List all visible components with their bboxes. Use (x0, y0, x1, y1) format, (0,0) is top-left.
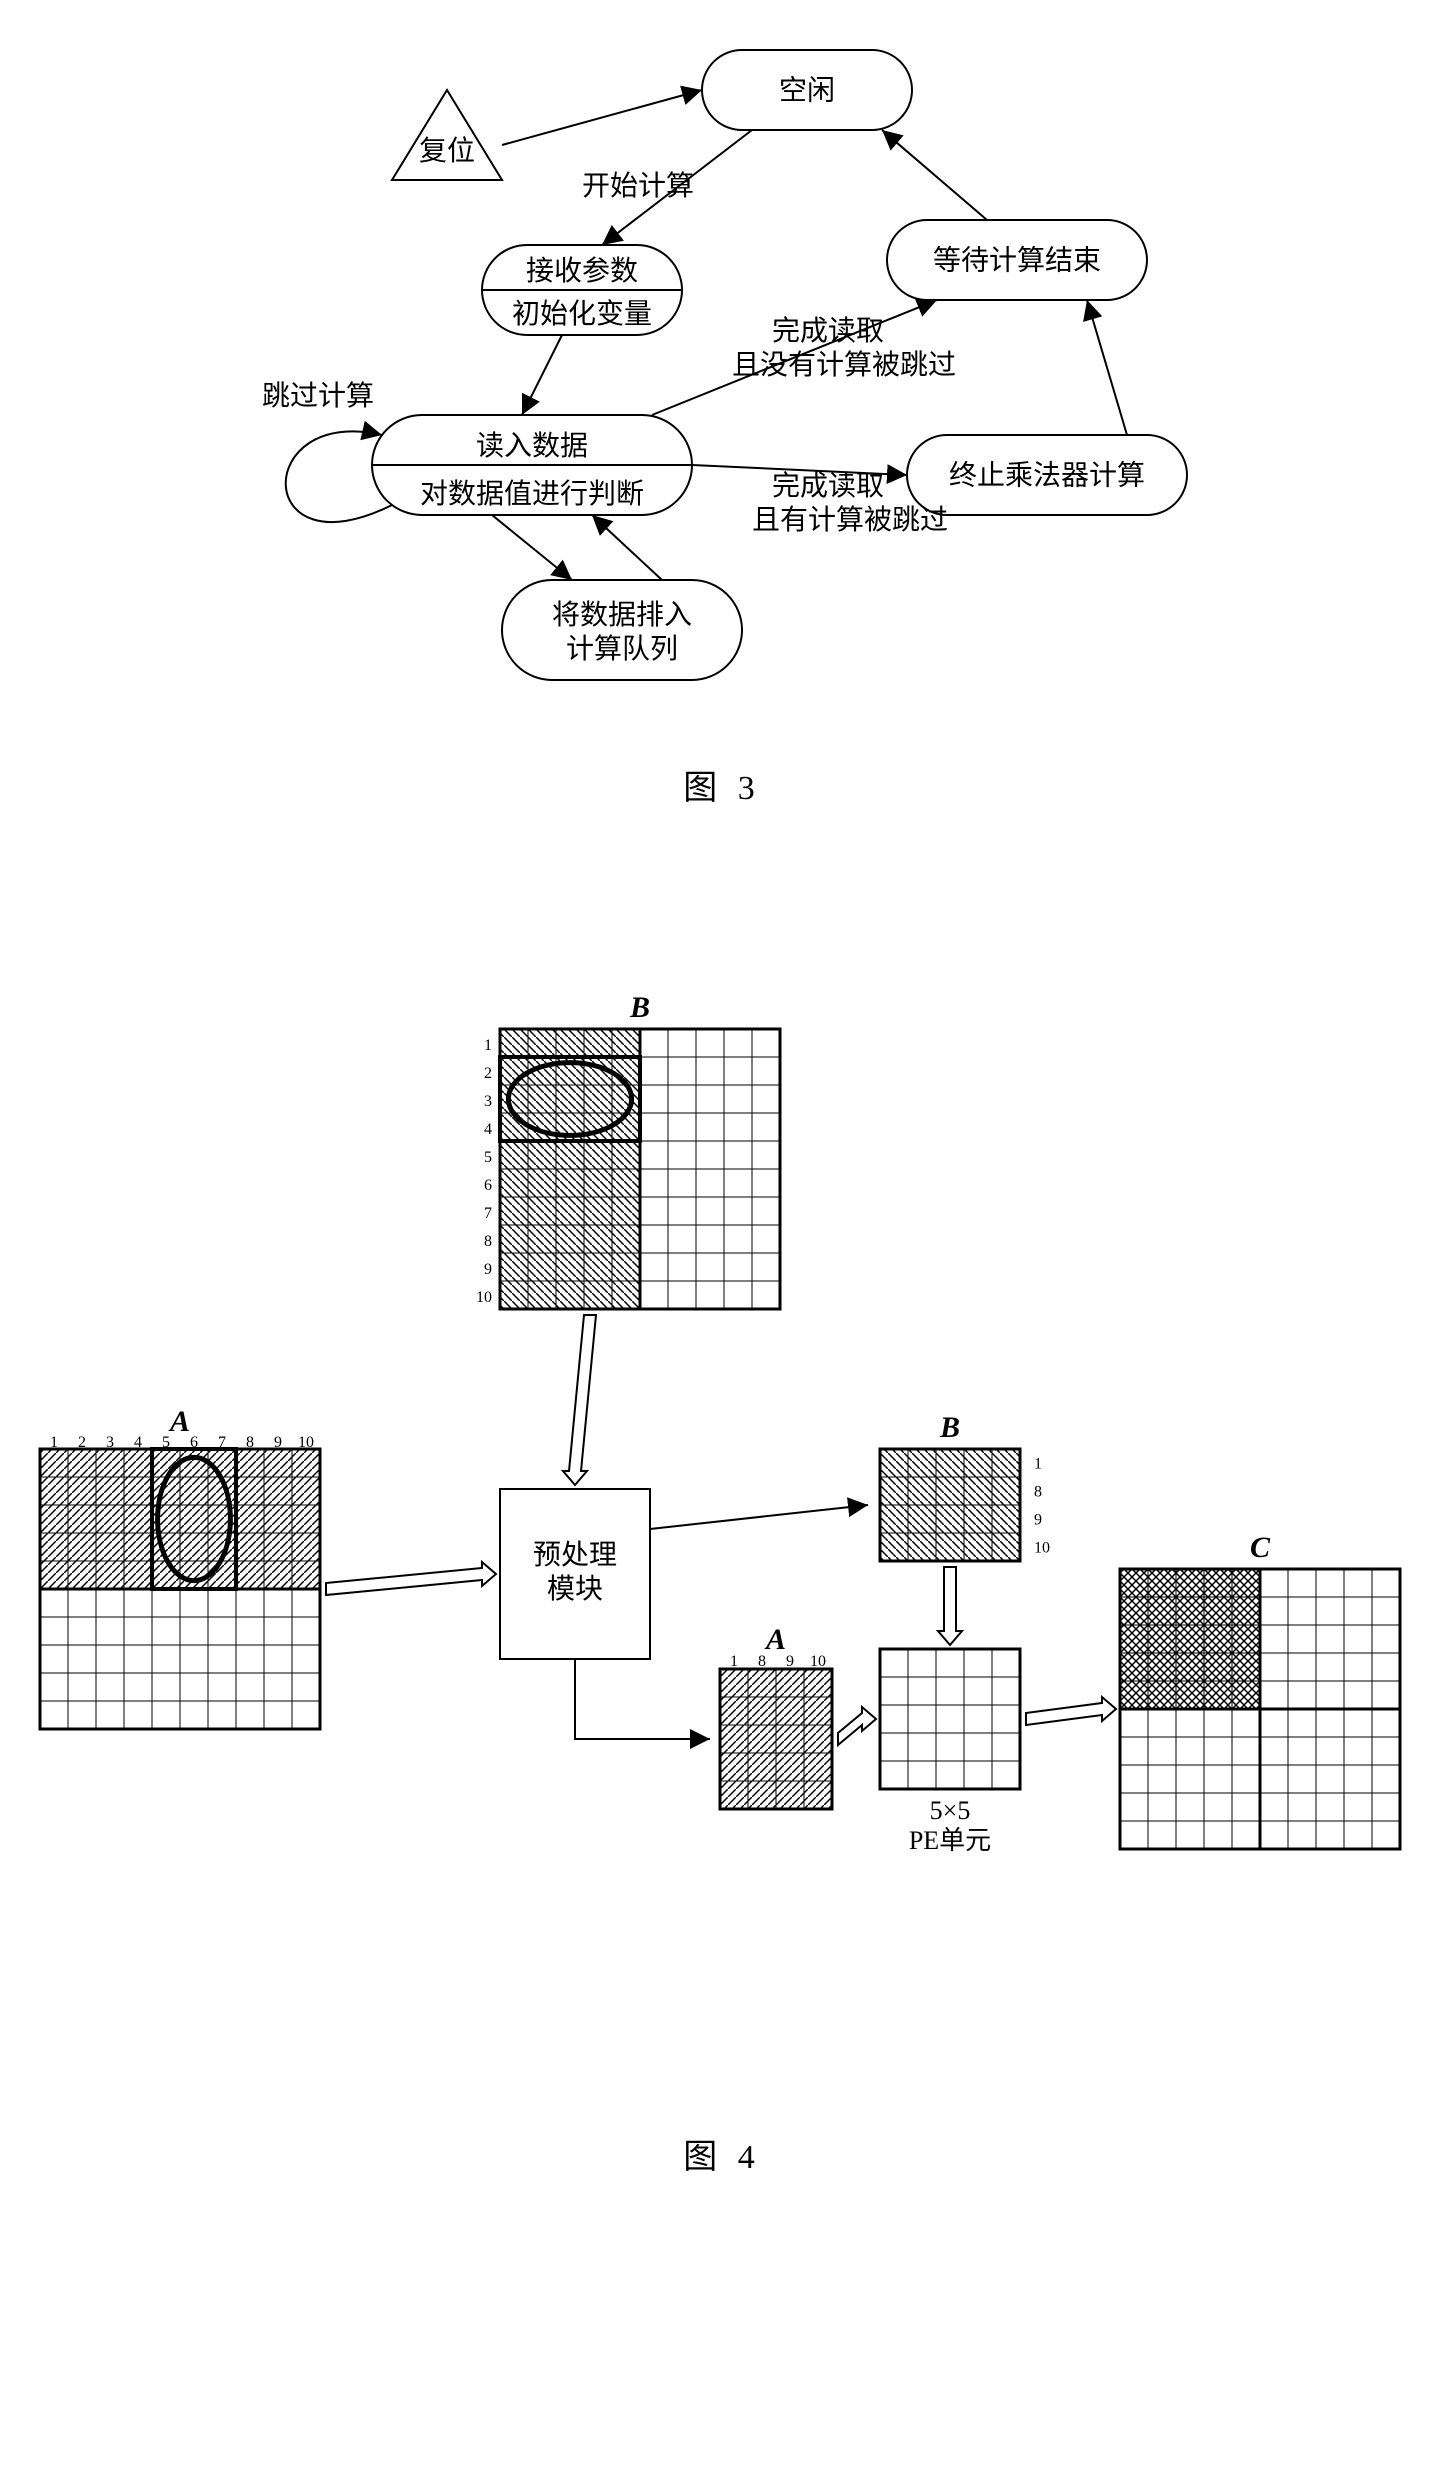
svg-text:1: 1 (1034, 1456, 1042, 1473)
svg-text:8: 8 (484, 1233, 492, 1250)
svg-text:对数据值进行判断: 对数据值进行判断 (420, 478, 644, 510)
figure-3-flowchart: 复位 空闲接收参数初始化变量 等待计算结束读入数据对数据值进行判断 终止乘法器计算将数… (172, 20, 1272, 720)
svg-text:1: 1 (730, 1653, 738, 1670)
svg-text:B: B (939, 1411, 960, 1444)
svg-text:9: 9 (484, 1261, 492, 1278)
svg-text:跳过计算: 跳过计算 (262, 380, 374, 412)
svg-text:PE单元: PE单元 (909, 1826, 991, 1855)
svg-text:完成读取: 完成读取 (772, 470, 884, 502)
svg-text:将数据排入: 将数据排入 (552, 599, 692, 631)
svg-text:完成读取: 完成读取 (772, 315, 884, 347)
svg-text:2: 2 (484, 1065, 492, 1082)
svg-text:7: 7 (484, 1205, 492, 1222)
svg-text:B: B (629, 991, 650, 1024)
svg-text:10: 10 (476, 1289, 492, 1306)
svg-text:4: 4 (484, 1121, 492, 1138)
svg-text:空闲: 空闲 (779, 74, 835, 106)
svg-text:10: 10 (1034, 1540, 1050, 1557)
svg-text:终止乘法器计算: 终止乘法器计算 (949, 459, 1145, 491)
svg-text:且没有计算被跳过: 且没有计算被跳过 (732, 349, 956, 381)
svg-text:10: 10 (810, 1653, 826, 1670)
svg-text:模块: 模块 (547, 1573, 603, 1605)
svg-text:A: A (168, 1405, 190, 1438)
figure-4-diagram: A12345678910B12345678910预处理模块A18910B1891… (0, 889, 1444, 2089)
figure-4-caption: 图 4 (683, 2129, 761, 2178)
svg-text:读入数据: 读入数据 (476, 430, 588, 462)
svg-text:预处理: 预处理 (533, 1539, 617, 1571)
svg-text:且有计算被跳过: 且有计算被跳过 (752, 504, 948, 536)
svg-text:计算队列: 计算队列 (566, 633, 678, 665)
svg-text:9: 9 (786, 1653, 794, 1670)
svg-text:9: 9 (1034, 1512, 1042, 1529)
svg-text:复位: 复位 (419, 135, 475, 167)
svg-text:初始化变量: 初始化变量 (512, 298, 652, 330)
svg-text:1: 1 (484, 1037, 492, 1054)
svg-text:8: 8 (1034, 1484, 1042, 1501)
svg-text:5×5: 5×5 (930, 1796, 971, 1825)
svg-text:5: 5 (484, 1149, 492, 1166)
figure-3-caption: 图 3 (683, 760, 761, 809)
svg-text:6: 6 (484, 1177, 492, 1194)
svg-text:8: 8 (758, 1653, 766, 1670)
svg-text:A: A (764, 1623, 786, 1656)
svg-text:3: 3 (484, 1093, 492, 1110)
svg-text:等待计算结束: 等待计算结束 (933, 244, 1101, 276)
svg-text:C: C (1250, 1531, 1271, 1564)
svg-text:开始计算: 开始计算 (582, 170, 694, 202)
svg-text:接收参数: 接收参数 (526, 255, 638, 287)
